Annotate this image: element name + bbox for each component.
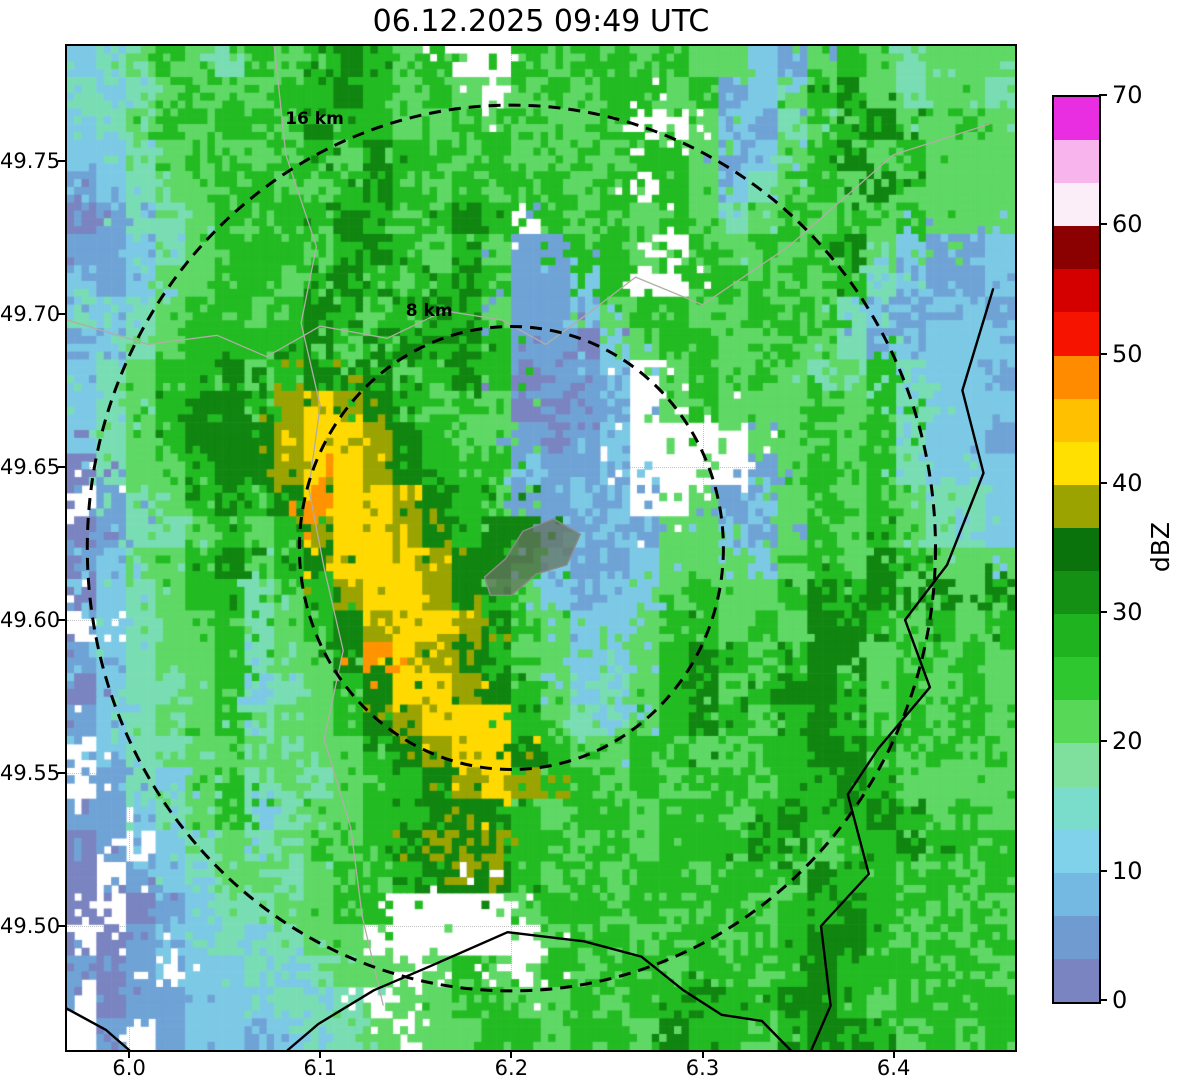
colorbar-segment	[1054, 872, 1099, 916]
colorbar-segment	[1054, 527, 1099, 572]
x-tick-label: 6.4	[876, 1056, 911, 1080]
x-tick-mark	[510, 1050, 513, 1058]
range-ring-label: 16 km	[285, 109, 344, 130]
colorbar-segment	[1054, 743, 1099, 787]
x-tick-mark	[701, 1050, 704, 1058]
colorbar	[1052, 95, 1101, 1004]
admin-boundary-line	[67, 123, 990, 358]
range-ring-8km	[297, 325, 725, 771]
y-tick-mark	[58, 465, 66, 468]
y-tick-label: 49.75	[0, 148, 61, 173]
y-tick-label: 49.50	[0, 914, 61, 939]
colorbar-segment	[1054, 398, 1099, 442]
x-tick-label: 6.0	[112, 1056, 146, 1080]
x-tick-mark	[892, 1050, 895, 1058]
admin-boundary-line	[273, 46, 384, 1006]
country-border-line	[67, 1007, 131, 1050]
y-tick-mark	[58, 312, 66, 315]
plot-title: 06.12.2025 09:49 UTC	[372, 4, 710, 39]
x-tick-mark	[128, 1050, 131, 1058]
colorbar-tick-mark	[1099, 869, 1107, 872]
map-plot-area: 8 km 16 km	[67, 46, 1015, 1050]
country-border-line	[286, 931, 792, 1050]
colorbar-segment	[1054, 312, 1099, 356]
colorbar-segment	[1054, 829, 1099, 873]
y-tick-label: 49.70	[0, 301, 61, 326]
colorbar-segment	[1054, 571, 1099, 615]
colorbar-segment	[1054, 269, 1099, 313]
colorbar-tick-mark	[1099, 611, 1107, 614]
colorbar-tick-label: 70	[1112, 81, 1143, 109]
colorbar-tick-label: 10	[1112, 856, 1143, 885]
colorbar-segment	[1054, 657, 1099, 701]
colorbar-tick-mark	[1099, 740, 1107, 743]
colorbar-segment	[1054, 355, 1099, 399]
colorbar-tick-mark	[1099, 94, 1107, 96]
x-tick-label: 6.2	[494, 1056, 529, 1080]
colorbar-segment	[1054, 140, 1099, 184]
colorbar-segment	[1054, 226, 1099, 270]
colorbar-segment	[1054, 97, 1099, 141]
colorbar-segment	[1054, 484, 1099, 528]
x-tick-mark	[319, 1050, 322, 1058]
colorbar-segment	[1054, 700, 1099, 744]
range-ring-16km	[85, 103, 937, 993]
y-tick-label: 49.60	[0, 607, 61, 632]
x-tick-label: 6.1	[303, 1056, 337, 1080]
colorbar-segment	[1054, 441, 1099, 485]
y-tick-mark	[58, 771, 66, 774]
map-overlay	[67, 46, 995, 1050]
colorbar-tick-mark	[1099, 223, 1107, 226]
colorbar-axis-label: dBZ	[1146, 95, 1175, 1000]
y-tick-label: 49.55	[0, 760, 61, 785]
colorbar-segment	[1054, 786, 1099, 830]
colorbar-tick-mark	[1099, 999, 1107, 1001]
colorbar-segment	[1054, 958, 1099, 1002]
y-tick-mark	[58, 925, 66, 928]
y-tick-label: 49.65	[0, 454, 61, 479]
country-border-line	[810, 288, 995, 1050]
y-tick-mark	[58, 159, 66, 162]
colorbar-tick-label: 20	[1112, 727, 1143, 756]
colorbar-tick-label: 40	[1112, 468, 1143, 497]
colorbar-tick-mark	[1099, 352, 1107, 355]
colorbar-axis-label-text: dBZ	[1146, 522, 1175, 573]
colorbar-tick-label: 0	[1112, 986, 1128, 1014]
colorbar-tick-label: 30	[1112, 598, 1143, 627]
range-ring-label: 8 km	[405, 300, 453, 321]
y-tick-mark	[58, 618, 66, 621]
colorbar-tick-label: 50	[1112, 339, 1143, 368]
x-tick-label: 6.3	[685, 1056, 720, 1080]
colorbar-segment	[1054, 915, 1099, 959]
colorbar-segment	[1054, 183, 1099, 227]
colorbar-tick-mark	[1099, 481, 1107, 484]
city-area-polygon	[483, 518, 582, 597]
colorbar-segment	[1054, 614, 1099, 658]
colorbar-tick-label: 60	[1112, 210, 1143, 239]
